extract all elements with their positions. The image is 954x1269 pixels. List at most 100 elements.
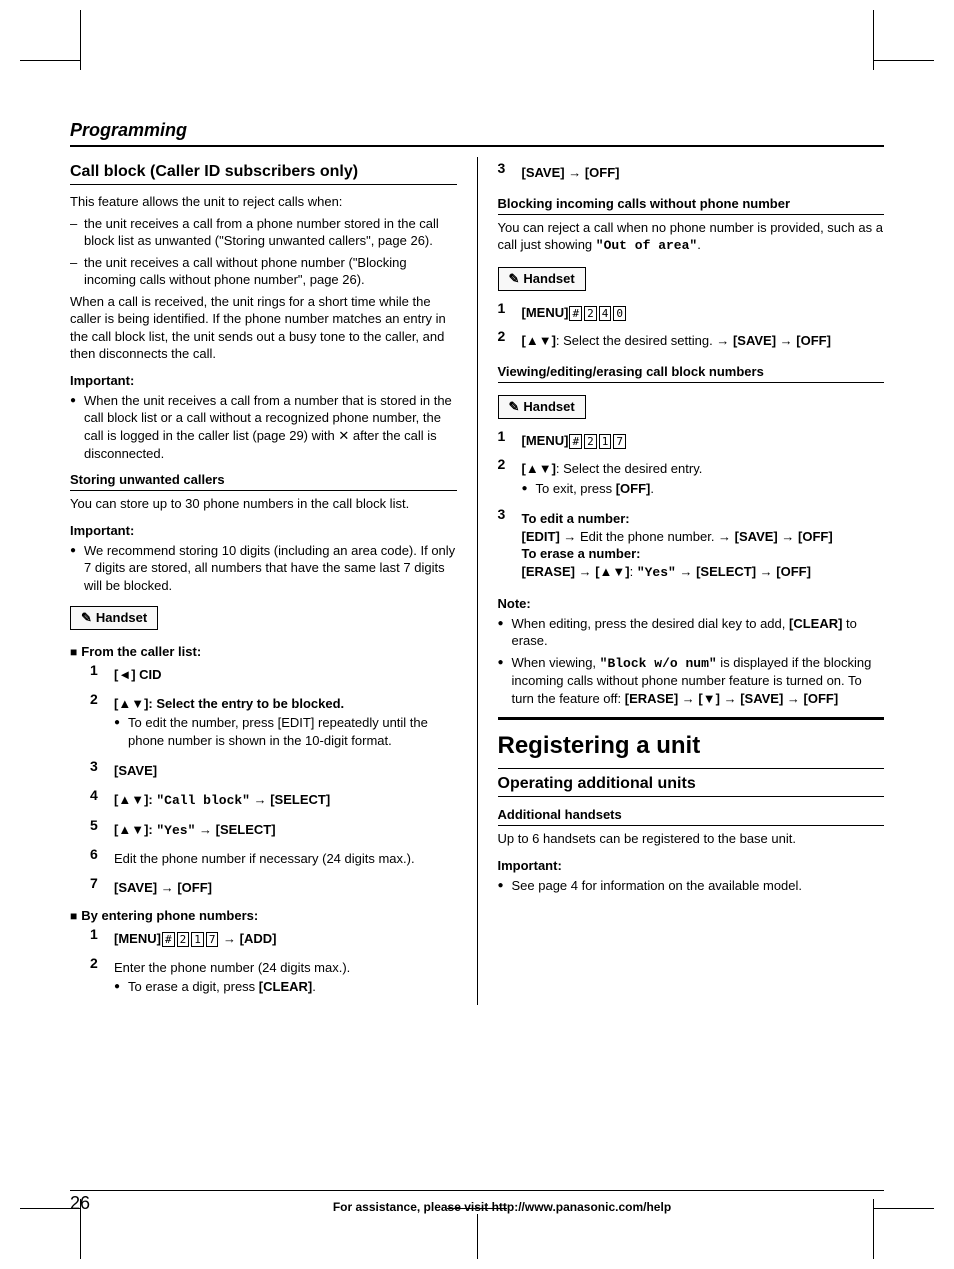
step-text: To edit a number: [EDIT] → Edit the phon…	[522, 510, 833, 581]
step-6: 6Edit the phone number if necessary (24 …	[90, 846, 457, 872]
handset-badge: ✎Handset	[498, 395, 586, 419]
handset-label: Handset	[523, 271, 574, 286]
note-label: Note:	[498, 596, 885, 611]
key-7: 7	[206, 932, 219, 947]
step-5: 5[▲▼]: "Yes" → [SELECT]	[90, 817, 457, 844]
step-sub-note: To exit, press [OFF].	[522, 480, 703, 498]
additional-heading: Additional handsets	[498, 807, 885, 826]
step-sub-note: To edit the number, press [EDIT] repeate…	[114, 714, 457, 749]
step-text: [▲▼]: "Call block" → [SELECT]	[114, 792, 330, 807]
key-hash: #	[569, 306, 582, 321]
key-7: 7	[613, 434, 626, 449]
key-hash: #	[162, 932, 175, 947]
important-list: We recommend storing 10 digits (includin…	[70, 542, 457, 595]
caller-list-steps: 1[◄] CID 2[▲▼]: Select the entry to be b…	[70, 662, 457, 900]
step-text: Edit the phone number if necessary (24 d…	[114, 850, 415, 868]
step-text: [MENU]#240	[522, 304, 627, 322]
blocking-steps: 1 [MENU]#240 2 [▲▼]: Select the desired …	[498, 300, 885, 354]
blocking-heading: Blocking incoming calls without phone nu…	[498, 196, 885, 215]
crop-mark	[20, 60, 80, 61]
key-2: 2	[584, 306, 597, 321]
square-bullet-icon: ■	[70, 909, 77, 923]
key-0: 0	[613, 306, 626, 321]
key-4: 4	[599, 306, 612, 321]
step-2: 2[▲▼]: Select the entry to be blocked. T…	[90, 691, 457, 756]
note-item: When editing, press the desired dial key…	[498, 615, 885, 650]
storing-text: You can store up to 30 phone numbers in …	[70, 495, 457, 513]
note-item: When viewing, "Block w/o num" is display…	[498, 654, 885, 708]
important-label: Important:	[498, 858, 885, 873]
important-list: See page 4 for information on the availa…	[498, 877, 885, 895]
step-text: [SAVE] → [OFF]	[114, 880, 212, 895]
step-text: [MENU]#217 → [ADD]	[114, 930, 276, 948]
thin-rule	[498, 768, 885, 769]
important-label: Important:	[70, 373, 457, 388]
column-divider	[477, 157, 478, 1005]
viewing-steps: 1 [MENU]#217 2 [▲▼]: Select the desired …	[498, 428, 885, 586]
step-2: 2 Enter the phone number (24 digits max.…	[90, 955, 457, 1002]
step-text: [▲▼]: "Yes" → [SELECT]	[114, 822, 276, 837]
crop-mark	[477, 1214, 478, 1259]
important-item: See page 4 for information on the availa…	[498, 877, 885, 895]
right-column: 3[SAVE] → [OFF] Blocking incoming calls …	[498, 157, 885, 1005]
note-list: When editing, press the desired dial key…	[498, 615, 885, 708]
footer-text: For assistance, please visit http://www.…	[120, 1200, 884, 1214]
behavior-text: When a call is received, the unit rings …	[70, 293, 457, 363]
handset-label: Handset	[96, 610, 147, 625]
handset-icon: ✎	[509, 271, 520, 286]
operating-heading: Operating additional units	[498, 775, 885, 797]
step-1: 1[◄] CID	[90, 662, 457, 688]
crop-mark	[80, 10, 81, 70]
step-2: 2 [▲▼]: Select the desired entry. To exi…	[498, 456, 885, 503]
step-7: 7[SAVE] → [OFF]	[90, 875, 457, 901]
important-label: Important:	[70, 523, 457, 538]
important-list: When the unit receives a call from a num…	[70, 392, 457, 462]
step-sub-note: To erase a digit, press [CLEAR].	[114, 978, 350, 996]
registering-heading: Registering a unit	[498, 732, 885, 760]
important-item: When the unit receives a call from a num…	[70, 392, 457, 462]
left-column: Call block (Caller ID subscribers only) …	[70, 157, 457, 1005]
step-text: [SAVE] → [OFF]	[522, 165, 620, 180]
page: Programming Call block (Caller ID subscr…	[0, 0, 954, 1269]
storing-heading: Storing unwanted callers	[70, 472, 457, 491]
page-footer: 26 For assistance, please visit http://w…	[70, 1190, 884, 1214]
call-block-heading: Call block (Caller ID subscribers only)	[70, 163, 457, 185]
step-1: 1 [MENU]#217	[498, 428, 885, 454]
handset-label: Handset	[523, 399, 574, 414]
step-text: [▲▼]: Select the entry to be blocked.	[114, 696, 344, 711]
handset-badge: ✎Handset	[498, 267, 586, 291]
step-3: 3 To edit a number: [EDIT] → Edit the ph…	[498, 506, 885, 585]
key-1: 1	[191, 932, 204, 947]
key-1: 1	[599, 434, 612, 449]
handset-icon: ✎	[509, 399, 520, 414]
step-1: 1 [MENU]#240	[498, 300, 885, 326]
blocking-text: You can reject a call when no phone numb…	[498, 219, 885, 255]
intro-text: This feature allows the unit to reject c…	[70, 193, 457, 211]
step-text: [▲▼]: Select the desired entry. To exit,…	[522, 460, 703, 499]
key-2: 2	[584, 434, 597, 449]
step-text: [SAVE]	[114, 763, 157, 778]
viewing-heading: Viewing/editing/erasing call block numbe…	[498, 364, 885, 383]
section-rule	[498, 717, 885, 720]
section-header: Programming	[70, 120, 884, 147]
from-caller-list-heading: ■From the caller list:	[70, 644, 457, 659]
key-2: 2	[177, 932, 190, 947]
handset-icon: ✎	[81, 610, 92, 625]
reject-conditions-list: the unit receives a call from a phone nu…	[70, 215, 457, 289]
step-text: [▲▼]: Select the desired setting. → [SAV…	[522, 332, 831, 350]
entering-steps: 1 [MENU]#217 → [ADD] 2 Enter the phone n…	[70, 926, 457, 1002]
crop-mark	[874, 60, 934, 61]
condition-item: the unit receives a call without phone n…	[70, 254, 457, 289]
step-3: 3[SAVE] → [OFF]	[498, 160, 885, 186]
step-text: [MENU]#217	[522, 432, 627, 450]
two-column-layout: Call block (Caller ID subscribers only) …	[70, 157, 884, 1005]
step-text: Enter the phone number (24 digits max.).…	[114, 959, 350, 998]
step-text: [◄] CID	[114, 667, 162, 682]
important-item: We recommend storing 10 digits (includin…	[70, 542, 457, 595]
by-entering-heading: ■By entering phone numbers:	[70, 908, 457, 923]
step-1: 1 [MENU]#217 → [ADD]	[90, 926, 457, 952]
additional-text: Up to 6 handsets can be registered to th…	[498, 830, 885, 848]
step-2: 2 [▲▼]: Select the desired setting. → [S…	[498, 328, 885, 354]
handset-badge: ✎ Handset	[70, 606, 158, 630]
condition-item: the unit receives a call from a phone nu…	[70, 215, 457, 250]
